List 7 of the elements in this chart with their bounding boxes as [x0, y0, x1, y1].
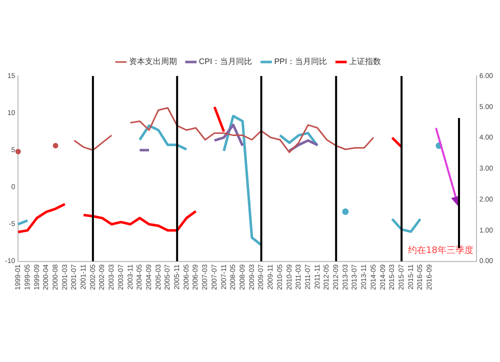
legend-label: 资本支出周期: [128, 57, 177, 66]
legend-label: CPI：当月同比: [198, 57, 252, 66]
legend-label: PPI：当月同比: [274, 57, 328, 66]
point: [52, 142, 58, 148]
point: [15, 148, 21, 154]
legend-label: 上证指数: [349, 57, 382, 66]
point: [342, 208, 349, 215]
